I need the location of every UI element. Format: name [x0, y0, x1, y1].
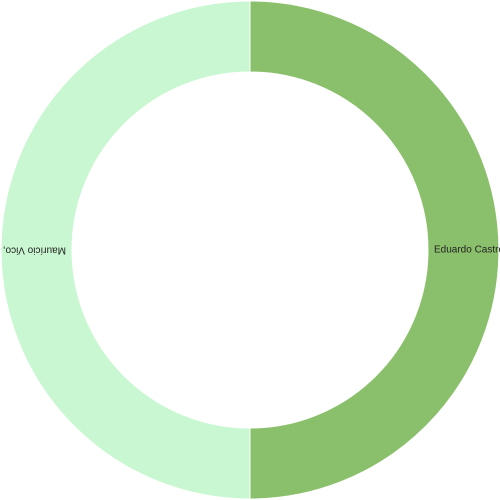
slice-1[interactable]	[0, 0, 251, 500]
labels-group: Eduardo Castro Maurício Vico,	[3, 244, 500, 255]
slice-label-0: Eduardo Castro	[434, 245, 500, 256]
slice-label-1: Maurício Vico,	[3, 244, 66, 255]
slice-0[interactable]	[249, 0, 500, 500]
